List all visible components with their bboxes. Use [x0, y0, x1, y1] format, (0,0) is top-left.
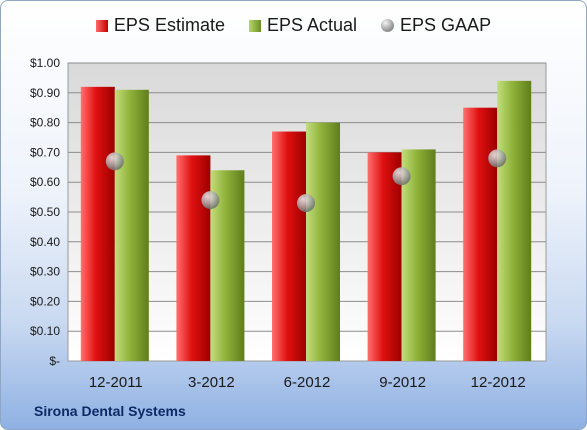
gaap-markers: [105, 149, 507, 213]
legend-item-actual: EPS Actual: [248, 15, 358, 36]
company-name: Sirona Dental Systems: [34, 403, 186, 419]
legend-item-estimate: EPS Estimate: [95, 15, 225, 36]
bar-eps-estimate: [272, 131, 306, 361]
legend: EPS Estimate EPS Actual EPS GAAP: [1, 15, 586, 36]
estimate-swatch: [95, 19, 108, 32]
bar-eps-actual: [401, 149, 436, 361]
y-tick-label: $0.30: [30, 265, 60, 279]
y-tick-label: $0.90: [30, 86, 60, 100]
y-tick-label: $0.20: [30, 294, 60, 308]
x-axis-ticks: 12-2011 3-2012 6-2012 9-2012 12-2012: [89, 374, 526, 391]
actual-swatch: [248, 19, 261, 32]
y-tick-label: $0.50: [30, 205, 60, 219]
bar-eps-estimate: [80, 86, 115, 361]
x-tick-label: 6-2012: [284, 374, 331, 391]
x-tick-label: 12-2012: [471, 374, 526, 391]
legend-label-gaap: EPS GAAP: [400, 15, 492, 35]
y-tick-label: $0.60: [30, 175, 60, 189]
gaap-swatch: [381, 19, 395, 32]
y-tick-label: $0.40: [30, 235, 60, 249]
bars: [80, 80, 532, 361]
bar-eps-actual: [306, 122, 340, 361]
legend-label-estimate: EPS Estimate: [113, 15, 225, 35]
legend-label-actual: EPS Actual: [266, 15, 358, 35]
marker-eps-gaap: [392, 167, 411, 186]
y-tick-label: $0.10: [30, 324, 60, 338]
x-tick-label: 9-2012: [379, 374, 426, 391]
legend-item-gaap: EPS GAAP: [381, 15, 491, 36]
marker-eps-gaap: [488, 149, 507, 168]
y-tick-label: $-: [49, 354, 60, 368]
x-tick-label: 12-2011: [89, 374, 143, 391]
y-tick-label: $0.80: [30, 116, 60, 130]
bar-eps-estimate: [463, 107, 498, 361]
marker-eps-gaap: [105, 152, 124, 171]
marker-eps-gaap: [201, 191, 220, 210]
y-axis-ticks: $- $0.10 $0.20 $0.30 $0.40 $0.50 $0.60 $0.70 $0.…: [30, 56, 60, 368]
bar-eps-estimate: [367, 152, 402, 361]
y-tick-label: $1.00: [30, 56, 60, 70]
bar-eps-estimate: [176, 155, 211, 361]
marker-eps-gaap: [297, 194, 315, 213]
y-tick-label: $0.70: [30, 145, 60, 159]
bar-eps-actual: [497, 80, 532, 361]
bar-eps-actual: [114, 89, 149, 361]
x-tick-label: 3-2012: [188, 374, 235, 391]
